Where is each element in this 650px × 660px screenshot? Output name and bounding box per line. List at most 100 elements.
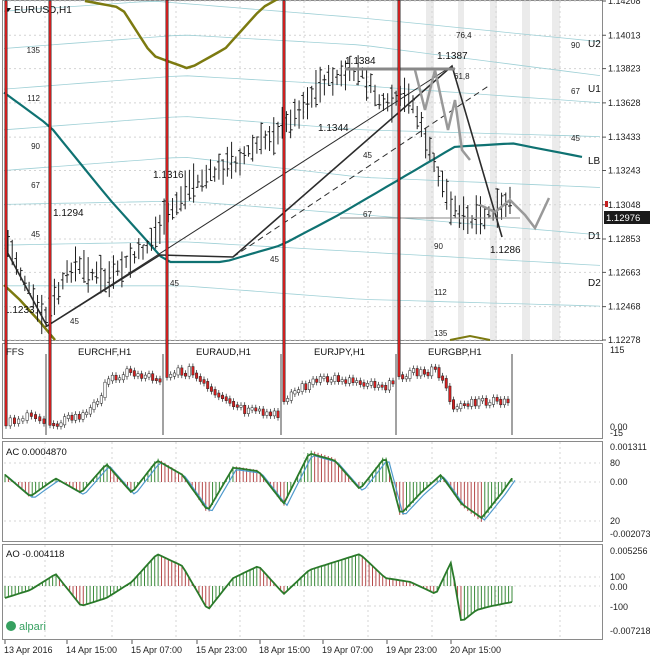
pair-candle	[492, 397, 495, 405]
pair-candle	[48, 0, 52, 426]
pair-candle	[477, 398, 481, 407]
ac-axis: 0.001311 80 0.00 20 -0.002073	[610, 442, 650, 539]
pairs-axis-label: -15	[610, 428, 623, 438]
pair-candle	[297, 389, 300, 393]
price-axis-label: 1.13433	[608, 132, 641, 142]
price-axis-label: 1.13243	[608, 166, 641, 176]
ac-axis-label: 0.00	[610, 477, 628, 487]
pair-candle	[470, 399, 474, 407]
main-price-panel[interactable]: 13511290674590674576,461,845674545901121…	[3, 0, 601, 341]
ao-lines	[4, 553, 513, 621]
pair-candle	[340, 379, 344, 382]
zigzag-line	[4, 64, 503, 328]
fan-label-right: 45	[571, 134, 580, 143]
fan-label-left: 90	[31, 142, 40, 151]
price-annotation: 1.1344	[318, 123, 349, 134]
pair-candle	[258, 408, 261, 412]
time-axis: 13 Apr 2016 14 Apr 15:00 15 Apr 07:00 15 Ap…	[4, 640, 501, 655]
fan-label-left: 45	[31, 230, 40, 239]
right-level-labels: U2 U1 LB D1 D2	[588, 39, 601, 289]
price-marker-icon	[605, 201, 608, 207]
ao-panel-label: AO -0.004118	[6, 549, 64, 560]
pair-label: EURAUD,H1	[196, 347, 251, 358]
pair-candle	[172, 372, 176, 377]
pair-candle	[307, 382, 311, 390]
pair-candle	[433, 366, 437, 370]
pair-candle	[121, 374, 125, 381]
pair-candle	[136, 373, 140, 377]
pair-candle	[355, 380, 359, 383]
projection-line-upper	[413, 69, 471, 161]
pair-candle	[261, 408, 265, 416]
pair-candle	[147, 373, 151, 378]
pair-candle	[473, 399, 477, 407]
pair-candle	[254, 407, 258, 412]
pair-candle	[300, 383, 304, 392]
pair-candle	[455, 406, 459, 410]
pair-candle	[441, 375, 445, 381]
time-axis-label: 15 Apr 07:00	[131, 645, 182, 655]
pair-candle	[180, 367, 184, 376]
right-level-label: D1	[588, 231, 601, 242]
pair-candle	[129, 368, 133, 373]
pair-candle	[99, 395, 103, 404]
pair-candle	[488, 402, 492, 406]
price-annotation: 1.1294	[53, 208, 84, 219]
pairs-panel-label: FFS	[6, 347, 24, 358]
fan-label-inner: 67	[363, 210, 372, 219]
ac-indicator-panel[interactable]: AC 0.0004870	[4, 442, 600, 541]
pair-candle	[81, 412, 85, 420]
time-axis-label: 19 Apr 07:00	[322, 645, 373, 655]
pair-candle	[4, 0, 8, 427]
pair-candle	[12, 417, 16, 424]
fan-line	[3, 75, 601, 104]
pair-candle	[315, 378, 319, 383]
ac-grid	[4, 442, 600, 541]
pair-candle	[232, 401, 236, 408]
alpari-logo-icon	[6, 621, 16, 631]
pair-candle	[369, 381, 373, 386]
price-axis-label: 1.14013	[608, 30, 641, 40]
pair-candle	[347, 377, 351, 384]
pair-candle	[293, 390, 297, 395]
fan-label-inner: 61,8	[454, 72, 470, 81]
price-axis-label: 1.13048	[608, 200, 641, 210]
pair-candle	[326, 376, 330, 383]
pair-candle	[430, 366, 434, 377]
price-annotation: 1.1233	[4, 305, 35, 316]
fan-label-inner: 90	[434, 242, 443, 251]
channel-line	[46, 65, 453, 327]
fan-line	[3, 116, 601, 137]
ao-axis-label: -0.007218	[610, 626, 650, 636]
pair-candle	[154, 378, 158, 381]
ac-axis-label: 0.001311	[610, 442, 647, 452]
pair-candle	[74, 413, 78, 421]
pair-label: EURCHF,H1	[78, 347, 131, 358]
pair-candle	[373, 381, 377, 388]
time-axis-label: 14 Apr 15:00	[66, 645, 117, 655]
current-price-badge: 1.12976	[604, 211, 650, 224]
pair-candle	[311, 378, 315, 385]
pair-candle	[506, 398, 510, 404]
pair-candle	[337, 375, 340, 382]
pairs-panel[interactable]: EURCHF,H1 EURAUD,H1 EURJPY,H1 EURGBP,H1 FFS	[4, 0, 513, 435]
ao-indicator-panel[interactable]: AO -0.004118 alpari	[4, 545, 600, 640]
logo-text: alpari	[19, 621, 46, 633]
pair-candle	[143, 374, 147, 379]
ac-axis-label: 20	[610, 516, 620, 526]
pair-candle	[228, 398, 232, 404]
teal-ma	[3, 91, 583, 264]
pair-candle	[217, 392, 221, 398]
time-axis-label: 20 Apr 15:00	[450, 645, 501, 655]
pair-candle	[318, 376, 322, 383]
pair-candle	[202, 379, 206, 384]
pair-candle	[495, 397, 499, 402]
pair-candle	[366, 383, 370, 387]
fan-label-left: 135	[27, 46, 41, 55]
osc-main-line	[4, 452, 513, 520]
price-axis: 1.14208 1.14013 1.13823 1.13628 1.13433 1.132…	[602, 0, 641, 345]
pair-candle	[70, 414, 74, 421]
pair-candle	[151, 373, 155, 381]
pair-candle	[481, 398, 485, 402]
